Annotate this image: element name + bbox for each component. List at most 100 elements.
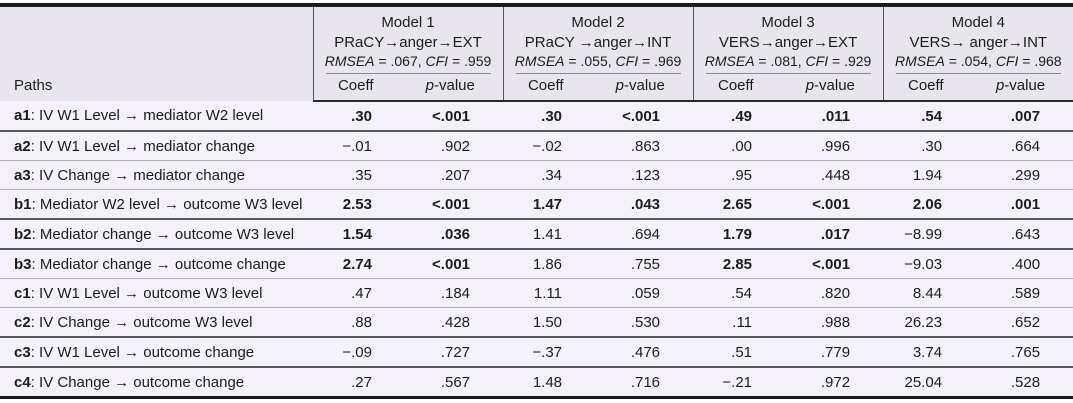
p-value: .528	[1010, 373, 1041, 391]
coeff-value: 3.74	[912, 343, 943, 361]
fit-eq: =	[374, 53, 391, 69]
p-value: .123	[630, 166, 661, 184]
path-id: c1	[14, 284, 31, 302]
model-2-path: PRaCY →anger→INT	[524, 34, 672, 51]
coeff-value: .88	[351, 313, 372, 331]
pvalue-column-header: p-value	[588, 74, 694, 102]
coeff-column-header: Coeff	[502, 74, 589, 102]
coeff-value: .30	[541, 107, 563, 125]
cfi-value: .959	[464, 53, 492, 69]
coeff-value: 1.50	[532, 313, 563, 331]
rmsea-label: RMSEA	[704, 53, 755, 69]
cfi-label: CFI	[615, 53, 639, 69]
coeff-value: .47	[351, 284, 372, 302]
fit-comma: ,	[417, 53, 426, 69]
table-row: c2: IV Change → outcome W3 level .88 .428 1…	[0, 307, 1073, 337]
coeff-value: 2.53	[342, 195, 372, 213]
coeff-value: .30	[921, 137, 943, 155]
path-id: c2	[14, 313, 31, 331]
fit-eq: =	[448, 53, 465, 69]
p-rest: -value	[1004, 77, 1046, 94]
coeff-value: −.37	[532, 343, 563, 361]
model-3-title: Model 3	[761, 14, 815, 31]
coeff-value: 1.48	[532, 373, 563, 391]
coeff-value: .11	[732, 313, 753, 331]
fit-comma: ,	[607, 53, 616, 69]
coeff-value: .27	[351, 373, 372, 391]
path-id: c4	[14, 373, 31, 391]
p-value: .184	[440, 284, 471, 302]
p-value: .996	[820, 137, 851, 155]
pvalue-column-header: p-value	[968, 74, 1073, 102]
p-value: .727	[440, 343, 471, 361]
table-row: a3: IV Change → mediator change .35 .207 .3…	[0, 160, 1073, 190]
model-4-fit: RMSEA = .054, CFI = .968	[884, 52, 1073, 71]
p-italic: p	[615, 77, 625, 94]
coeff-value: 1.79	[722, 225, 753, 243]
table-row: a2: IV W1 Level → mediator change −.01 .90…	[0, 131, 1073, 161]
p-italic: p	[805, 77, 815, 94]
p-value: .036	[440, 225, 471, 243]
model-2-title: Model 2	[571, 14, 625, 31]
p-value: .902	[440, 137, 471, 155]
path-label: : IV Change → mediator change	[30, 166, 245, 184]
table-body: a1: IV W1 Level → mediator W2 level .30 <.…	[0, 101, 1073, 398]
p-value: .059	[630, 284, 661, 302]
fit-eq: =	[638, 53, 655, 69]
rmsea-value: .055	[580, 53, 608, 69]
model-3-fit: RMSEA = .081, CFI = .929	[694, 52, 883, 71]
path-label: : IV W1 Level → outcome change	[30, 343, 255, 361]
model-1-fit: RMSEA = .067, CFI = .959	[314, 52, 503, 71]
model-1-underline	[325, 73, 491, 74]
p-value: .428	[440, 313, 471, 331]
p-value: .664	[1010, 137, 1041, 155]
path-cell: c4: IV Change → outcome change	[0, 367, 313, 398]
model-1-path: PRaCY→anger→EXT	[334, 34, 482, 51]
p-value: .007	[1010, 107, 1041, 125]
column-header-row: Coeff p-value Coeff p-value Coeff p-valu…	[0, 74, 1073, 102]
fit-eq: =	[944, 53, 961, 69]
p-value: <.001	[432, 107, 471, 125]
p-value: .820	[820, 284, 851, 302]
model-1-title: Model 1	[381, 14, 435, 31]
path-cell: a1: IV W1 Level → mediator W2 level	[0, 101, 313, 131]
p-value: .765	[1010, 343, 1041, 361]
fit-eq: =	[1018, 53, 1035, 69]
p-value: <.001	[432, 195, 471, 213]
path-id: b1	[14, 195, 32, 213]
path-id: c3	[14, 343, 31, 361]
p-value: .530	[630, 313, 661, 331]
p-value: .400	[1010, 255, 1041, 273]
coeff-value: .51	[731, 343, 753, 361]
rmsea-value: .067	[390, 53, 418, 69]
p-value: .972	[820, 373, 851, 391]
p-value: .652	[1010, 313, 1041, 331]
coeff-value: .95	[731, 166, 753, 184]
coeff-column-header: Coeff	[882, 74, 969, 102]
p-value: .448	[820, 166, 851, 184]
p-value: .207	[440, 166, 471, 184]
coeff-value: 1.11	[533, 284, 563, 302]
path-cell: c3: IV W1 Level → outcome change	[0, 337, 313, 367]
coeff-value: −.21	[722, 373, 753, 391]
coeff-column-header: Coeff	[692, 74, 779, 102]
coeff-value: 1.41	[532, 225, 563, 243]
results-table: Paths Model 1 PRaCY→anger→EXT RMSEA = .0…	[0, 3, 1073, 399]
cfi-label: CFI	[425, 53, 449, 69]
coeff-value: 1.94	[912, 166, 943, 184]
path-cell: b3: Mediator change → outcome change	[0, 249, 313, 279]
path-cell: b1: Mediator W2 level → outcome W3 level	[0, 190, 313, 220]
p-value: .011	[821, 107, 851, 125]
p-value: .043	[630, 195, 661, 213]
path-cell: a2: IV W1 Level → mediator change	[0, 131, 313, 161]
table-row: c3: IV W1 Level → outcome change −.09 .727…	[0, 337, 1073, 367]
model-2-fit: RMSEA = .055, CFI = .969	[504, 52, 693, 71]
path-cell: c1: IV W1 Level → outcome W3 level	[0, 279, 313, 308]
p-value: .001	[1010, 195, 1041, 213]
p-italic: p	[425, 77, 434, 94]
pvalue-column-header: p-value	[398, 74, 504, 102]
path-label: : Mediator change → outcome W3 level	[31, 225, 295, 243]
path-label: : IV W1 Level → mediator W2 level	[30, 107, 264, 124]
coeff-value: 2.85	[722, 255, 753, 273]
table-row: c1: IV W1 Level → outcome W3 level .47 .18…	[0, 278, 1073, 308]
